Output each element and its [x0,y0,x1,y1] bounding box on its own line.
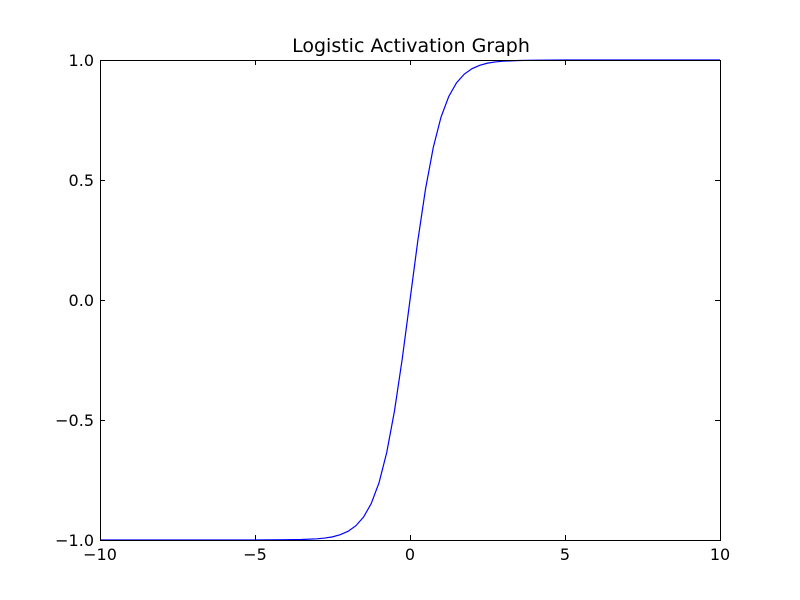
y-tick-label: −0.5 [55,411,94,430]
x-tick-label: 10 [710,545,730,564]
chart-title: Logistic Activation Graph [292,35,530,57]
x-tick-label: −5 [243,545,267,564]
y-tick-label: 0.5 [69,171,94,190]
plot-area [100,59,721,541]
x-tick-label: −10 [83,545,117,564]
y-tick-label: 1.0 [69,51,94,70]
y-tick-label: 0.0 [69,291,94,310]
y-tick-label: −1.0 [55,531,94,550]
x-tick-label: 5 [560,545,570,564]
y-tick-labels: −1.0 −0.5 0.0 0.5 1.0 [55,51,94,550]
series-line-0 [100,59,720,541]
x-tick-labels: −10 −5 0 5 10 [83,545,730,564]
ticks-layer [100,60,721,541]
series-layer [100,59,720,541]
x-tick-label: 0 [405,545,415,564]
